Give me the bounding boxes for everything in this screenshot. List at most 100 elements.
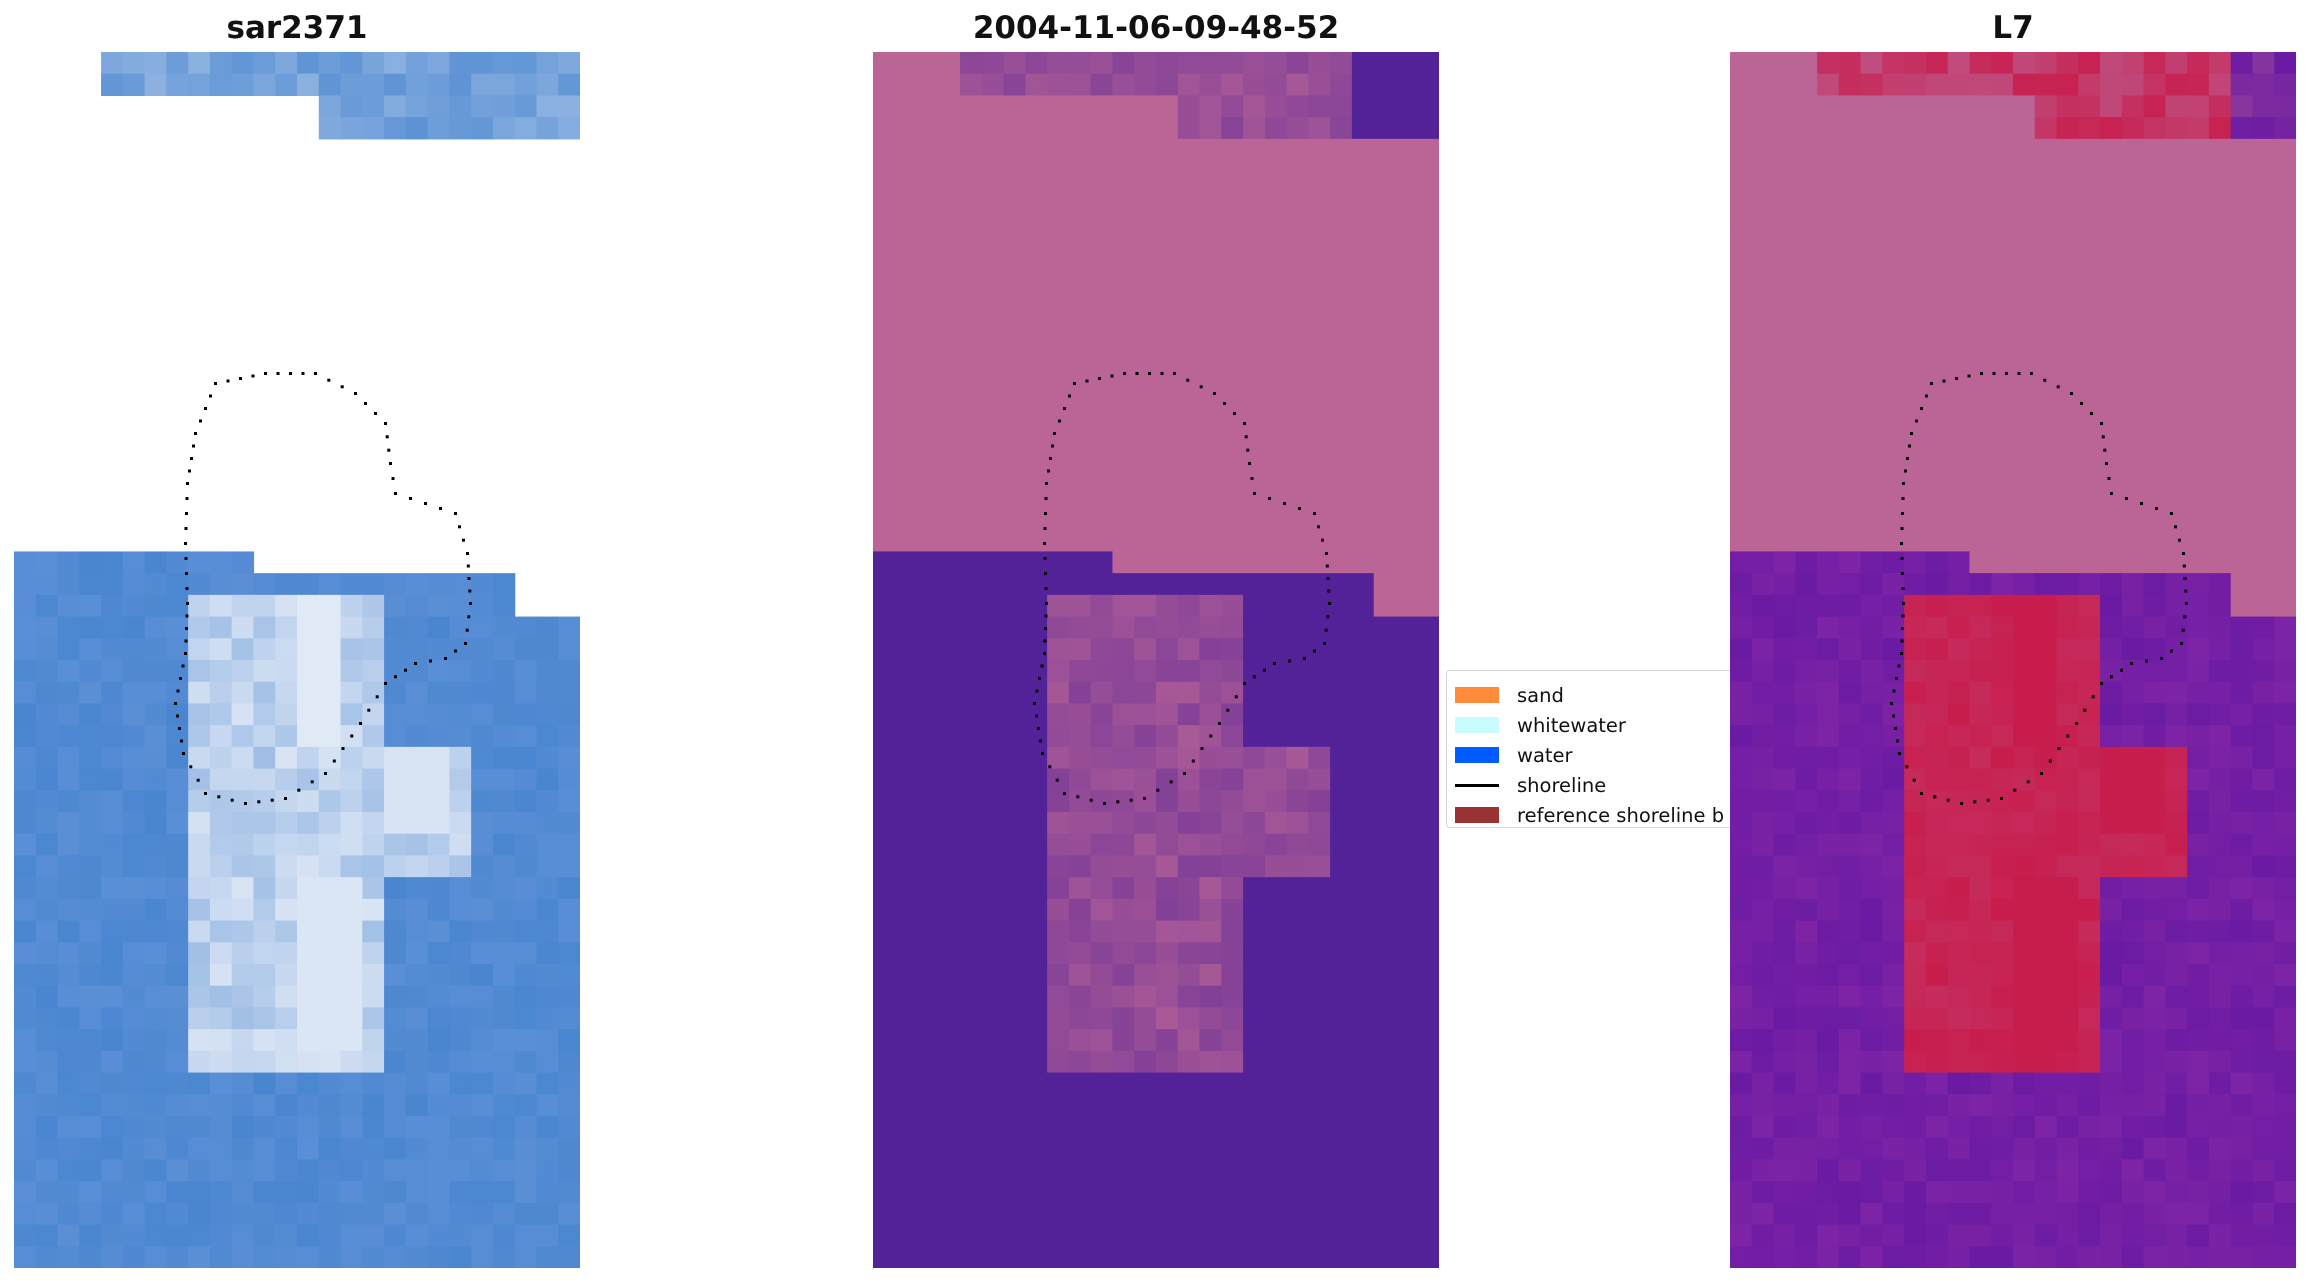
raster-pixel [1969,269,1992,292]
raster-pixel [318,920,342,943]
raster-pixel [1969,812,1992,835]
raster-pixel [2121,616,2145,639]
raster-pixel [2143,1094,2166,1117]
raster-pixel [2187,1202,2210,1226]
raster-pixel [2187,334,2210,357]
raster-pixel [79,638,102,661]
raster-pixel [2252,377,2275,401]
raster-pixel [384,117,407,140]
raster-pixel [449,1159,472,1182]
raster-pixel [1243,790,1266,813]
raster-pixel [938,73,961,97]
raster-pixel [1351,1137,1375,1161]
raster-pixel [2121,1181,2145,1204]
raster-pixel [873,182,896,205]
raster-pixel [1925,1072,1949,1095]
raster-pixel [2100,942,2123,965]
raster-pixel [2165,768,2188,791]
raster-pixel [1947,898,1971,922]
raster-pixel [449,1137,472,1161]
raster-pixel [1090,421,1114,444]
raster-pixel [1860,573,1883,596]
raster-pixel [1221,247,1244,270]
raster-pixel [1264,638,1288,661]
raster-pixel [297,1181,320,1204]
raster-pixel [2165,985,2188,1009]
raster-pixel [1817,1137,1840,1161]
shoreline-point [1135,372,1139,375]
raster-pixel [1817,638,1840,661]
raster-pixel [1199,768,1222,791]
raster-pixel [297,812,320,835]
raster-pixel [2143,573,2166,596]
raster-pixel [2056,616,2079,639]
raster-pixel [981,95,1005,118]
raster-pixel [1068,1224,1092,1247]
raster-pixel [1417,1202,1439,1226]
raster-pixel [1068,160,1092,183]
raster-pixel [122,1094,146,1117]
raster-pixel [1904,356,1927,379]
shoreline-point [387,448,391,452]
raster-pixel [1221,985,1244,1009]
raster-pixel [2100,1181,2123,1204]
raster-pixel [35,855,59,878]
raster-pixel [275,833,298,857]
raster-pixel [1068,1072,1092,1095]
shoreline-point [332,759,336,763]
raster-pixel [2121,660,2145,683]
raster-pixel [1134,138,1157,162]
raster-pixel [873,877,896,900]
raster-pixel [362,1050,385,1074]
raster-pixel [1838,725,1862,748]
raster-pixel [1264,52,1288,75]
raster-pixel [1264,573,1288,596]
raster-pixel [960,1029,983,1052]
raster-pixel [35,768,59,791]
raster-pixel [1199,1224,1222,1247]
raster-pixel [2274,290,2296,314]
raster-pixel [894,1072,918,1095]
raster-pixel [1817,877,1840,900]
raster-pixel [960,377,983,401]
raster-pixel [122,1224,146,1247]
raster-pixel [2208,812,2232,835]
raster-pixel [1221,1094,1244,1117]
raster-pixel [894,486,918,509]
raster-pixel [1221,117,1244,140]
raster-pixel [1286,1202,1309,1226]
raster-pixel [14,725,37,748]
raster-pixel [1860,399,1883,422]
raster-pixel [1199,920,1222,943]
raster-pixel [1090,529,1114,553]
raster-pixel [449,768,472,791]
raster-pixel [558,942,580,965]
raster-pixel [1882,638,1905,661]
raster-pixel [894,855,918,878]
raster-pixel [1817,616,1840,639]
raster-pixel [1156,1202,1179,1226]
raster-pixel [1090,160,1114,183]
raster-pixel [1817,138,1840,162]
raster-pixel [1730,920,1753,943]
raster-pixel [2252,399,2275,422]
raster-pixel [2034,269,2058,292]
raster-pixel [1068,942,1092,965]
raster-pixel [340,855,363,878]
raster-pixel [894,529,918,553]
raster-pixel [2252,681,2275,705]
raster-pixel [1838,52,1862,75]
raster-pixel [275,1224,298,1247]
raster-pixel [231,768,255,791]
raster-pixel [1730,486,1753,509]
raster-pixel [340,1246,363,1268]
raster-pixel [1417,1072,1439,1095]
raster-pixel [916,486,939,509]
raster-pixel [209,1137,233,1161]
shoreline-point [1986,798,1990,802]
raster-pixel [1264,399,1288,422]
shoreline-point [2066,734,2070,738]
raster-pixel [1199,573,1222,596]
raster-pixel [2034,442,2058,466]
raster-pixel [1882,616,1905,639]
